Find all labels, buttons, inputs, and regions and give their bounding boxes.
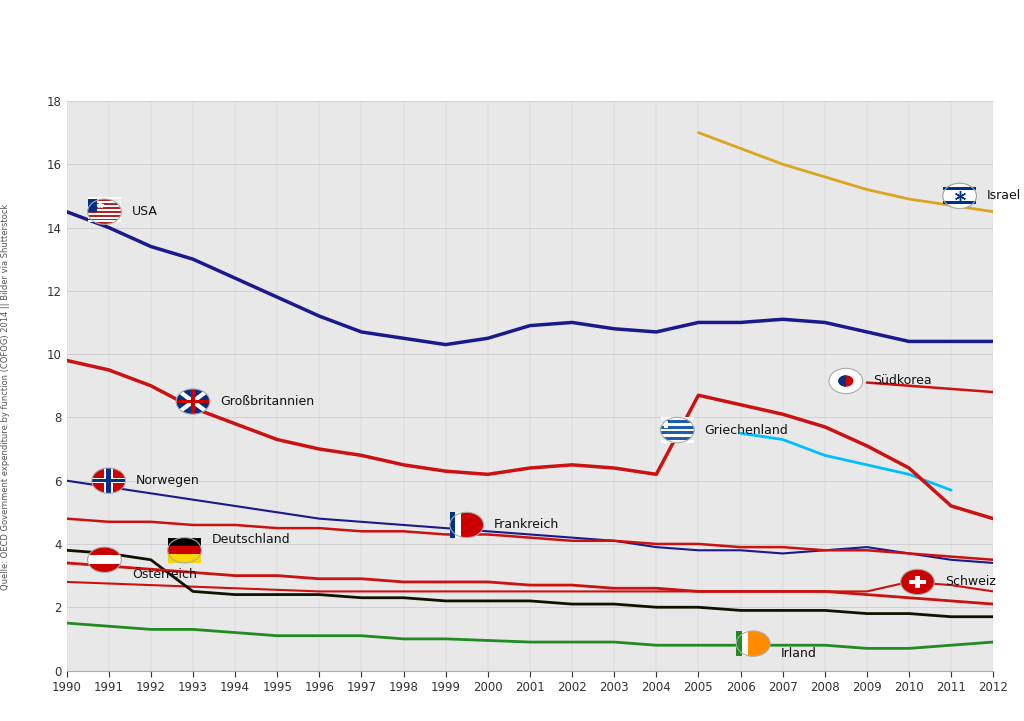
Ellipse shape [450, 513, 483, 538]
Bar [176, 400, 210, 403]
Bar [914, 575, 920, 588]
Bar [736, 631, 748, 656]
Bar [660, 423, 672, 426]
Bar [179, 392, 207, 412]
Ellipse shape [736, 631, 770, 656]
Wedge shape [839, 376, 846, 386]
Bar [67, 101, 993, 671]
Bar [660, 440, 694, 443]
Bar [92, 479, 126, 482]
Bar [450, 513, 461, 538]
Ellipse shape [92, 468, 126, 493]
Bar [660, 428, 694, 431]
Text: Irland: Irland [780, 647, 816, 660]
Text: Israel: Israel [987, 190, 1021, 203]
Bar [88, 213, 121, 215]
Text: Schweiz: Schweiz [945, 575, 995, 588]
Bar [104, 468, 113, 493]
Bar [88, 209, 121, 211]
Text: Griechenland: Griechenland [705, 423, 788, 436]
Ellipse shape [900, 570, 934, 595]
Ellipse shape [88, 547, 121, 572]
Bar [88, 197, 121, 199]
Bar [88, 201, 121, 203]
Bar [92, 478, 126, 483]
Ellipse shape [829, 368, 862, 394]
Bar [943, 187, 977, 190]
Bar [660, 417, 694, 420]
Text: »: » [18, 11, 54, 65]
Bar [179, 392, 207, 412]
Bar [660, 423, 694, 426]
Bar [168, 538, 202, 546]
Text: Deutschland: Deutschland [212, 533, 291, 546]
Bar [88, 555, 121, 564]
Bar [168, 554, 202, 563]
Text: Quelle: OECD Government expenditure by function (COFOG) 2014 || Bilder via Shutt: Quelle: OECD Government expenditure by f… [1, 203, 9, 590]
Bar [943, 201, 977, 204]
Circle shape [839, 376, 853, 386]
Ellipse shape [176, 389, 210, 414]
Text: Südkorea: Südkorea [873, 374, 932, 387]
Text: Großbritannien: Großbritannien [220, 395, 314, 408]
Text: Militärausgaben: Militärausgaben [56, 9, 412, 48]
Bar [660, 434, 694, 437]
Bar [450, 513, 456, 538]
Bar [88, 199, 97, 212]
Text: Österreich: Österreich [132, 567, 197, 580]
Ellipse shape [168, 538, 202, 563]
Ellipse shape [88, 199, 121, 224]
Bar [88, 216, 121, 218]
Ellipse shape [660, 417, 694, 443]
Bar [909, 580, 926, 584]
Bar [88, 221, 121, 222]
Bar [106, 468, 111, 493]
Bar [736, 631, 741, 656]
Text: Norwegen: Norwegen [136, 474, 200, 487]
Bar [190, 389, 195, 414]
Text: USA: USA [132, 205, 158, 218]
Text: Anteil des Verteidigungshaushalts an den Gesamtausgaben für ausgewählte OECD-Län: Anteil des Verteidigungshaushalts an den… [56, 71, 826, 84]
Ellipse shape [943, 183, 977, 208]
Bar [88, 205, 121, 207]
Text: Frankreich: Frankreich [495, 518, 559, 531]
Bar [665, 421, 668, 428]
